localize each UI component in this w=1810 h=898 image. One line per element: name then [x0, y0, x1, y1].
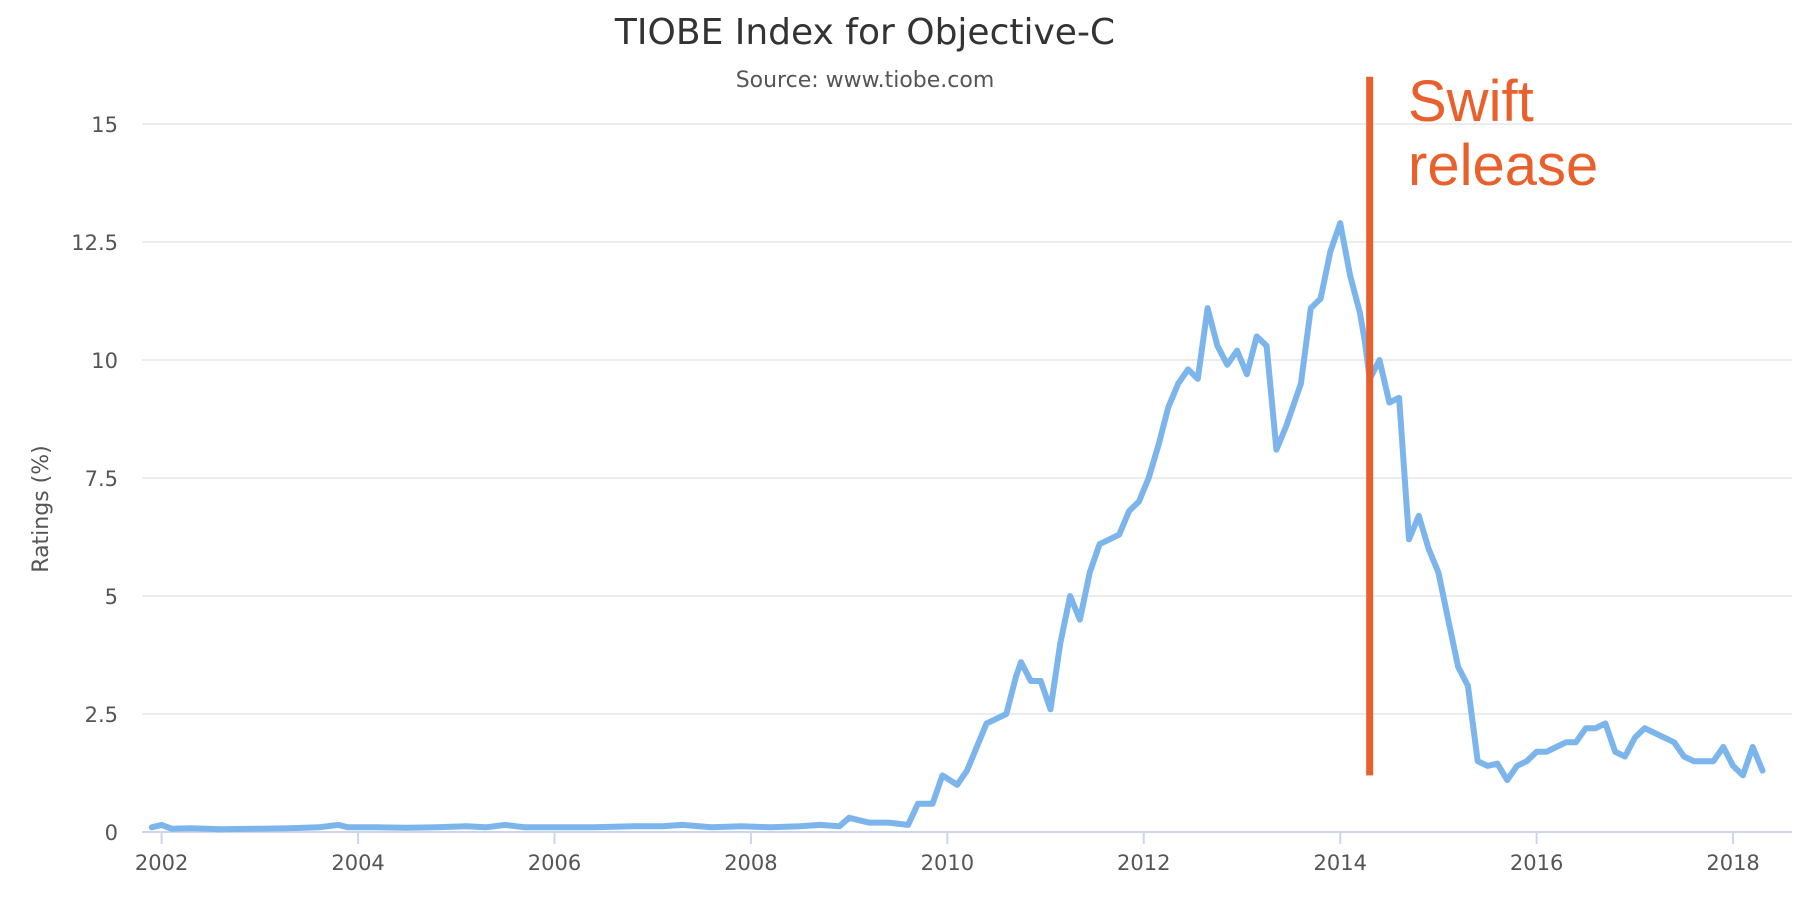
series-line — [148, 220, 1766, 833]
y-tick-labels: 0 2.5 5 7.5 10 12.5 15 — [71, 113, 118, 845]
x-tick-label: 2012 — [1117, 851, 1170, 875]
x-tick-label: 2002 — [135, 851, 188, 875]
chart-title: TIOBE Index for Objective-C — [614, 12, 1116, 53]
y-tick-label: 5 — [105, 585, 118, 609]
y-tick-label: 7.5 — [85, 467, 118, 491]
series — [148, 220, 1766, 833]
chart-subtitle: Source: www.tiobe.com — [735, 68, 995, 93]
x-tick-label: 2018 — [1706, 851, 1759, 875]
y-tick-label: 0 — [105, 821, 118, 845]
swift-release-annotation-label: Swift release — [1408, 70, 1598, 198]
y-tick-label: 10 — [91, 349, 118, 373]
grid-lines — [142, 123, 1792, 715]
x-tick-label: 2008 — [724, 851, 777, 875]
y-axis-title: Ratings (%) — [29, 445, 54, 572]
x-tick-labels: 2002 2004 2006 2008 2010 2012 2014 2016 2018 — [135, 832, 1760, 875]
x-tick-label: 2016 — [1510, 851, 1563, 875]
x-tick-label: 2010 — [921, 851, 974, 875]
annotation-label-line-2: release — [1408, 133, 1599, 198]
x-tick-label: 2014 — [1313, 851, 1366, 875]
annotation-label-line-1: Swift — [1408, 69, 1534, 134]
x-tick-label: 2006 — [528, 851, 581, 875]
y-tick-label: 15 — [91, 113, 118, 137]
y-tick-label: 2.5 — [85, 703, 118, 727]
x-tick-label: 2004 — [331, 851, 384, 875]
y-tick-label: 12.5 — [71, 231, 118, 255]
